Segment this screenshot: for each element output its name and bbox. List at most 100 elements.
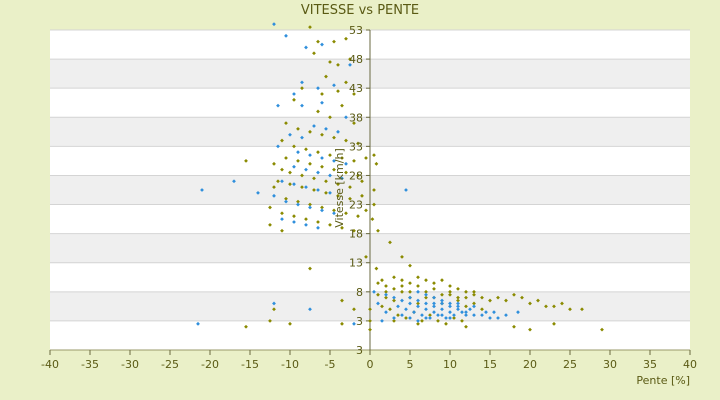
data-point <box>384 292 388 297</box>
data-point <box>268 223 272 227</box>
data-point <box>370 217 375 221</box>
data-point <box>408 316 412 320</box>
x-tick-label: -30 <box>121 358 139 371</box>
data-point <box>304 217 308 221</box>
data-point <box>308 161 312 166</box>
data-point <box>552 304 556 309</box>
data-point <box>480 313 484 317</box>
data-point <box>308 307 312 312</box>
data-point <box>384 295 388 300</box>
data-point <box>380 278 384 283</box>
data-point <box>356 141 360 146</box>
data-point <box>424 307 428 312</box>
data-point <box>452 316 456 320</box>
data-point <box>376 301 380 306</box>
data-point <box>356 214 360 219</box>
data-point <box>340 225 344 230</box>
data-point <box>328 153 332 157</box>
data-point <box>328 60 332 64</box>
data-point <box>464 289 468 294</box>
data-point <box>324 191 328 195</box>
data-point <box>344 138 348 143</box>
tick-labels: -40 -35 -30 -25 -20 -15 -10 -5 0 5 10 15 20 25 30 35 40 5… <box>41 24 697 371</box>
x-tick-label: 20 <box>523 358 537 371</box>
data-point <box>416 319 420 323</box>
data-point <box>332 159 336 163</box>
data-point <box>320 132 324 137</box>
data-point <box>404 316 408 320</box>
data-point <box>320 205 324 210</box>
data-point <box>292 220 296 224</box>
data-point <box>536 298 540 303</box>
data-point <box>336 193 340 198</box>
data-point <box>400 313 404 317</box>
data-point <box>384 310 388 315</box>
data-point <box>276 179 280 184</box>
data-point <box>296 202 300 207</box>
data-point <box>356 173 360 178</box>
data-point <box>380 319 384 323</box>
data-point <box>396 313 400 317</box>
data-point <box>336 89 340 93</box>
data-point <box>308 25 312 29</box>
data-point <box>344 170 348 175</box>
data-point <box>280 211 284 216</box>
x-axis-title: Pente [%] <box>636 374 690 387</box>
data-point <box>440 292 444 297</box>
data-point <box>400 278 404 283</box>
data-point <box>408 289 412 294</box>
data-point <box>312 176 316 181</box>
data-point <box>376 228 380 233</box>
data-point <box>464 310 468 315</box>
x-tick-label: 15 <box>483 358 497 371</box>
data-point <box>440 278 444 283</box>
data-point <box>488 316 492 320</box>
data-point <box>320 100 324 105</box>
data-point <box>464 313 468 317</box>
x-tick-label: 35 <box>643 358 657 371</box>
data-point <box>284 33 288 38</box>
data-point <box>304 147 308 152</box>
data-point <box>332 167 336 172</box>
data-point <box>424 295 428 300</box>
data-point <box>344 161 348 166</box>
x-tick-label: 5 <box>407 358 414 371</box>
data-point <box>424 316 428 320</box>
data-point <box>448 301 452 306</box>
data-point <box>392 275 396 280</box>
data-point <box>288 170 292 175</box>
data-point <box>352 159 356 163</box>
data-point <box>374 266 379 271</box>
data-point <box>456 287 460 291</box>
data-point <box>316 150 320 155</box>
data-point <box>284 196 288 201</box>
data-point <box>432 304 436 309</box>
data-point <box>280 167 284 172</box>
data-point <box>244 159 248 163</box>
data-point <box>440 313 444 317</box>
data-point <box>448 304 452 309</box>
data-point <box>416 298 420 303</box>
data-point <box>560 301 564 306</box>
data-point <box>460 319 464 323</box>
data-point <box>296 199 300 204</box>
y-tick-label: 18 <box>349 228 363 241</box>
data-point <box>600 327 604 332</box>
data-point <box>388 307 392 312</box>
data-point <box>312 51 316 56</box>
data-point <box>276 144 280 149</box>
data-point <box>456 298 460 303</box>
data-point <box>496 295 500 300</box>
data-point <box>332 39 336 44</box>
data-point <box>308 205 312 210</box>
data-point <box>328 173 332 178</box>
data-point <box>316 225 320 230</box>
data-point <box>404 188 408 192</box>
y-tick-label: 48 <box>349 53 363 66</box>
data-point <box>308 266 312 271</box>
data-point <box>344 80 348 85</box>
data-point <box>392 295 396 300</box>
data-point <box>272 161 276 166</box>
data-point <box>312 188 316 192</box>
y-tick-label: 23 <box>349 199 363 212</box>
